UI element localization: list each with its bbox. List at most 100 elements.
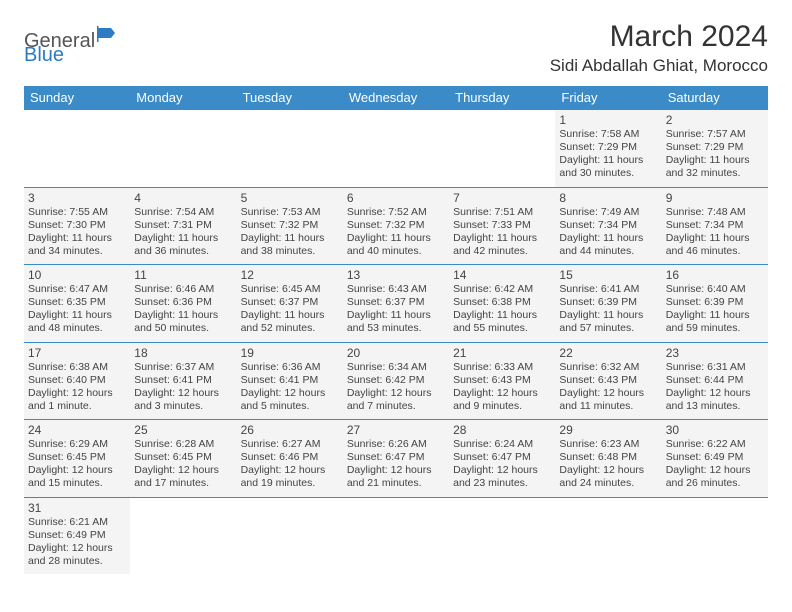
day-number: 31 <box>28 501 126 515</box>
location: Sidi Abdallah Ghiat, Morocco <box>550 56 768 76</box>
day-number: 1 <box>559 113 657 127</box>
daylight-text: Daylight: 11 hours and 30 minutes. <box>559 154 657 180</box>
sunrise-text: Sunrise: 7:54 AM <box>134 206 232 219</box>
calendar-cell: 13Sunrise: 6:43 AMSunset: 6:37 PMDayligh… <box>343 265 449 343</box>
sunrise-text: Sunrise: 6:45 AM <box>241 283 339 296</box>
day-number: 15 <box>559 268 657 282</box>
calendar-cell: 12Sunrise: 6:45 AMSunset: 6:37 PMDayligh… <box>237 265 343 343</box>
calendar-cell: 21Sunrise: 6:33 AMSunset: 6:43 PMDayligh… <box>449 342 555 420</box>
sunset-text: Sunset: 6:41 PM <box>134 374 232 387</box>
day-number: 26 <box>241 423 339 437</box>
calendar-cell: 15Sunrise: 6:41 AMSunset: 6:39 PMDayligh… <box>555 265 661 343</box>
sunrise-text: Sunrise: 7:58 AM <box>559 128 657 141</box>
calendar-cell <box>662 497 768 574</box>
day-info: Sunrise: 7:49 AMSunset: 7:34 PMDaylight:… <box>559 206 657 259</box>
day-number: 30 <box>666 423 764 437</box>
daylight-text: Daylight: 11 hours and 34 minutes. <box>28 232 126 258</box>
daylight-text: Daylight: 11 hours and 32 minutes. <box>666 154 764 180</box>
sunset-text: Sunset: 7:34 PM <box>559 219 657 232</box>
daylight-text: Daylight: 12 hours and 5 minutes. <box>241 387 339 413</box>
day-number: 22 <box>559 346 657 360</box>
calendar-cell: 18Sunrise: 6:37 AMSunset: 6:41 PMDayligh… <box>130 342 236 420</box>
sunset-text: Sunset: 6:49 PM <box>666 451 764 464</box>
sunrise-text: Sunrise: 6:22 AM <box>666 438 764 451</box>
day-info: Sunrise: 6:43 AMSunset: 6:37 PMDaylight:… <box>347 283 445 336</box>
day-header: Thursday <box>449 86 555 110</box>
daylight-text: Daylight: 11 hours and 52 minutes. <box>241 309 339 335</box>
sunrise-text: Sunrise: 7:53 AM <box>241 206 339 219</box>
day-info: Sunrise: 6:45 AMSunset: 6:37 PMDaylight:… <box>241 283 339 336</box>
day-info: Sunrise: 6:28 AMSunset: 6:45 PMDaylight:… <box>134 438 232 491</box>
month-title: March 2024 <box>550 20 768 54</box>
daylight-text: Daylight: 11 hours and 42 minutes. <box>453 232 551 258</box>
day-info: Sunrise: 6:26 AMSunset: 6:47 PMDaylight:… <box>347 438 445 491</box>
calendar-cell: 4Sunrise: 7:54 AMSunset: 7:31 PMDaylight… <box>130 187 236 265</box>
day-info: Sunrise: 6:38 AMSunset: 6:40 PMDaylight:… <box>28 361 126 414</box>
day-info: Sunrise: 6:41 AMSunset: 6:39 PMDaylight:… <box>559 283 657 336</box>
sunset-text: Sunset: 6:43 PM <box>559 374 657 387</box>
daylight-text: Daylight: 12 hours and 17 minutes. <box>134 464 232 490</box>
day-info: Sunrise: 6:40 AMSunset: 6:39 PMDaylight:… <box>666 283 764 336</box>
day-info: Sunrise: 6:42 AMSunset: 6:38 PMDaylight:… <box>453 283 551 336</box>
calendar-row: 1Sunrise: 7:58 AMSunset: 7:29 PMDaylight… <box>24 110 768 188</box>
sunrise-text: Sunrise: 7:55 AM <box>28 206 126 219</box>
daylight-text: Daylight: 12 hours and 15 minutes. <box>28 464 126 490</box>
sunset-text: Sunset: 7:29 PM <box>666 141 764 154</box>
daylight-text: Daylight: 12 hours and 24 minutes. <box>559 464 657 490</box>
daylight-text: Daylight: 12 hours and 23 minutes. <box>453 464 551 490</box>
calendar-cell: 27Sunrise: 6:26 AMSunset: 6:47 PMDayligh… <box>343 420 449 498</box>
calendar-cell: 10Sunrise: 6:47 AMSunset: 6:35 PMDayligh… <box>24 265 130 343</box>
calendar-cell <box>24 110 130 188</box>
day-number: 9 <box>666 191 764 205</box>
sunset-text: Sunset: 6:41 PM <box>241 374 339 387</box>
sunset-text: Sunset: 6:49 PM <box>28 529 126 542</box>
day-number: 19 <box>241 346 339 360</box>
calendar-cell <box>130 110 236 188</box>
day-info: Sunrise: 6:36 AMSunset: 6:41 PMDaylight:… <box>241 361 339 414</box>
sunset-text: Sunset: 7:31 PM <box>134 219 232 232</box>
sunset-text: Sunset: 7:30 PM <box>28 219 126 232</box>
daylight-text: Daylight: 11 hours and 50 minutes. <box>134 309 232 335</box>
day-info: Sunrise: 6:47 AMSunset: 6:35 PMDaylight:… <box>28 283 126 336</box>
daylight-text: Daylight: 11 hours and 46 minutes. <box>666 232 764 258</box>
sunrise-text: Sunrise: 6:36 AM <box>241 361 339 374</box>
daylight-text: Daylight: 11 hours and 44 minutes. <box>559 232 657 258</box>
day-number: 24 <box>28 423 126 437</box>
calendar-cell: 3Sunrise: 7:55 AMSunset: 7:30 PMDaylight… <box>24 187 130 265</box>
calendar-cell <box>237 110 343 188</box>
calendar-cell: 8Sunrise: 7:49 AMSunset: 7:34 PMDaylight… <box>555 187 661 265</box>
sunset-text: Sunset: 6:45 PM <box>134 451 232 464</box>
sunset-text: Sunset: 6:47 PM <box>453 451 551 464</box>
day-number: 12 <box>241 268 339 282</box>
sunset-text: Sunset: 6:42 PM <box>347 374 445 387</box>
title-block: March 2024 Sidi Abdallah Ghiat, Morocco <box>550 20 768 76</box>
day-header: Monday <box>130 86 236 110</box>
sunset-text: Sunset: 6:37 PM <box>241 296 339 309</box>
calendar-cell: 2Sunrise: 7:57 AMSunset: 7:29 PMDaylight… <box>662 110 768 188</box>
calendar-cell: 17Sunrise: 6:38 AMSunset: 6:40 PMDayligh… <box>24 342 130 420</box>
calendar-cell <box>237 497 343 574</box>
calendar-row: 10Sunrise: 6:47 AMSunset: 6:35 PMDayligh… <box>24 265 768 343</box>
day-header: Friday <box>555 86 661 110</box>
sunrise-text: Sunrise: 7:48 AM <box>666 206 764 219</box>
sunrise-text: Sunrise: 6:47 AM <box>28 283 126 296</box>
sunrise-text: Sunrise: 6:32 AM <box>559 361 657 374</box>
calendar-cell <box>449 110 555 188</box>
calendar-row: 31Sunrise: 6:21 AMSunset: 6:49 PMDayligh… <box>24 497 768 574</box>
sunrise-text: Sunrise: 6:28 AM <box>134 438 232 451</box>
day-header: Tuesday <box>237 86 343 110</box>
sunset-text: Sunset: 6:39 PM <box>559 296 657 309</box>
day-number: 18 <box>134 346 232 360</box>
calendar-cell: 16Sunrise: 6:40 AMSunset: 6:39 PMDayligh… <box>662 265 768 343</box>
sunrise-text: Sunrise: 6:33 AM <box>453 361 551 374</box>
day-number: 8 <box>559 191 657 205</box>
sunset-text: Sunset: 7:33 PM <box>453 219 551 232</box>
day-number: 14 <box>453 268 551 282</box>
sunrise-text: Sunrise: 6:46 AM <box>134 283 232 296</box>
sunset-text: Sunset: 6:46 PM <box>241 451 339 464</box>
calendar-row: 24Sunrise: 6:29 AMSunset: 6:45 PMDayligh… <box>24 420 768 498</box>
calendar-cell: 28Sunrise: 6:24 AMSunset: 6:47 PMDayligh… <box>449 420 555 498</box>
day-info: Sunrise: 7:48 AMSunset: 7:34 PMDaylight:… <box>666 206 764 259</box>
daylight-text: Daylight: 12 hours and 26 minutes. <box>666 464 764 490</box>
sunrise-text: Sunrise: 6:27 AM <box>241 438 339 451</box>
